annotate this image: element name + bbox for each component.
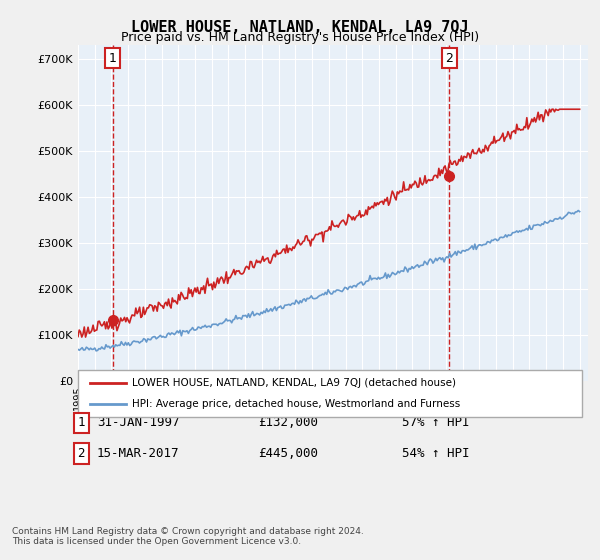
Text: £132,000: £132,000 <box>258 416 318 430</box>
Text: 1: 1 <box>77 416 85 430</box>
Text: LOWER HOUSE, NATLAND, KENDAL, LA9 7QJ: LOWER HOUSE, NATLAND, KENDAL, LA9 7QJ <box>131 20 469 35</box>
Text: 1: 1 <box>109 52 117 65</box>
Text: 15-MAR-2017: 15-MAR-2017 <box>97 447 179 460</box>
Text: HPI: Average price, detached house, Westmorland and Furness: HPI: Average price, detached house, West… <box>132 399 460 409</box>
Text: Price paid vs. HM Land Registry's House Price Index (HPI): Price paid vs. HM Land Registry's House … <box>121 31 479 44</box>
Text: Contains HM Land Registry data © Crown copyright and database right 2024.
This d: Contains HM Land Registry data © Crown c… <box>12 526 364 546</box>
Text: £445,000: £445,000 <box>258 447 318 460</box>
Text: 57% ↑ HPI: 57% ↑ HPI <box>402 416 470 430</box>
Text: 2: 2 <box>445 52 454 65</box>
Text: 31-JAN-1997: 31-JAN-1997 <box>97 416 179 430</box>
Text: LOWER HOUSE, NATLAND, KENDAL, LA9 7QJ (detached house): LOWER HOUSE, NATLAND, KENDAL, LA9 7QJ (d… <box>132 378 456 388</box>
Text: 2: 2 <box>77 447 85 460</box>
Text: 54% ↑ HPI: 54% ↑ HPI <box>402 447 470 460</box>
